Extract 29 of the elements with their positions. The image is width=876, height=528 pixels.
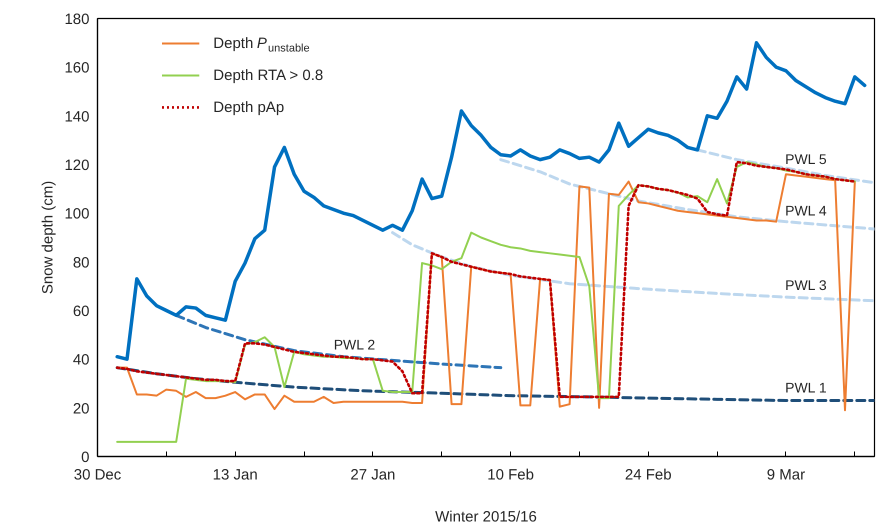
y-tick-label: 60 (72, 303, 90, 320)
x-tick-label: 13 Jan (212, 466, 258, 484)
line-series (391, 231, 874, 302)
series-label: PWL 5 (785, 150, 827, 167)
series-label: PWL 4 (785, 202, 827, 218)
series-label: PWL 2 (334, 336, 376, 353)
y-tick-label: 120 (64, 157, 90, 174)
y-axis-title: Snow depth (cm) (39, 180, 56, 294)
line-series (174, 314, 502, 370)
legend-label: Depth RTA > 0.8 (213, 66, 324, 84)
series-label: PWL 3 (785, 276, 827, 293)
line-series (116, 366, 874, 402)
y-tick-label: 80 (72, 254, 90, 272)
x-tick-label: 24 Feb (624, 466, 672, 484)
x-tick-label: 27 Jan (350, 466, 396, 484)
y-tick-label: 140 (64, 108, 90, 126)
y-tick-label: 160 (64, 60, 90, 77)
y-tick-label: 0 (81, 449, 90, 466)
legend-label: Depth pAp (213, 98, 284, 116)
x-tick-label: 9 Mar (766, 466, 806, 484)
y-tick-label: 180 (64, 11, 90, 28)
y-tick-label: 20 (72, 400, 90, 418)
y-tick-label: 40 (72, 352, 90, 369)
series-label: PWL 1 (785, 380, 827, 396)
x-tick-label: 10 Feb (487, 466, 534, 484)
x-axis-title: Winter 2015/16 (435, 508, 537, 526)
y-tick-label: 100 (64, 206, 90, 223)
line-series (696, 148, 874, 184)
x-tick-label: 30 Dec (74, 466, 122, 484)
